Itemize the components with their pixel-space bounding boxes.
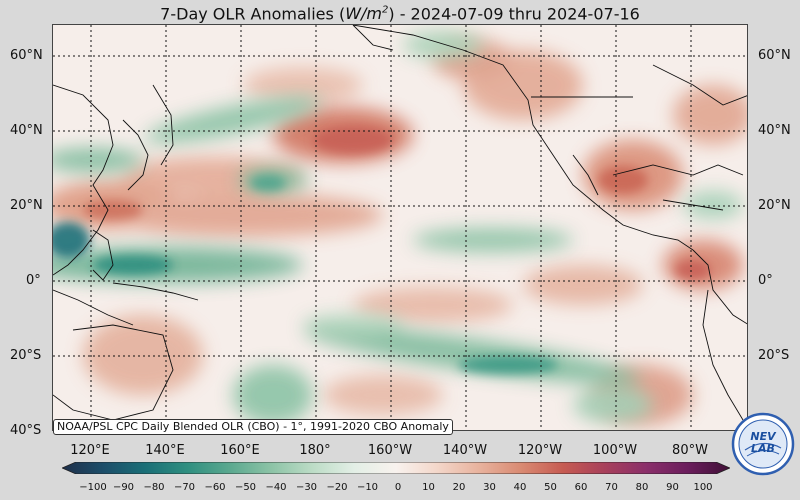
colorbar-tick-label: 30 <box>483 482 496 493</box>
colorbar-tick-label: 10 <box>422 482 435 493</box>
nev-lab-logo <box>731 412 795 476</box>
colorbar-tick-label: 90 <box>666 482 679 493</box>
colorbar-tick-label: 0 <box>394 482 402 493</box>
colorbar-tick-label: −70 <box>173 482 196 493</box>
map-svg <box>53 25 747 430</box>
lon-label: 160°W <box>367 443 413 458</box>
colorbar-tick-label: −100 <box>79 482 107 493</box>
lat-label-left: 20°N <box>10 198 43 213</box>
logo-text: NEV LAB <box>750 430 776 455</box>
lat-label-left: 60°N <box>10 48 43 63</box>
lat-label-left: 40°N <box>10 123 43 138</box>
strong-negative-anomaly-regions <box>53 175 558 374</box>
lat-label-left: 20°S <box>10 348 42 363</box>
colorbar-tick-label: −40 <box>265 482 287 493</box>
lon-label: 180° <box>299 443 331 458</box>
data-source-credit: NOAA/PSL CPC Daily Blended OLR (CBO) - 1… <box>53 419 453 435</box>
lat-label-left: 0° <box>26 273 41 288</box>
lat-label-right: 60°N <box>758 48 791 63</box>
lat-label-right: 0° <box>758 273 773 288</box>
colorbar-tick-label: 60 <box>574 482 588 493</box>
lat-label-right: 40°N <box>758 123 791 138</box>
lon-label: 140°E <box>145 443 185 458</box>
lon-label: 120°E <box>70 443 110 458</box>
lon-label: 100°W <box>592 443 638 458</box>
lon-label: 80°W <box>672 443 708 458</box>
colorbar-tick-label: −50 <box>234 482 257 493</box>
colorbar-body <box>62 462 730 474</box>
colorbar <box>62 462 730 474</box>
colorbar-tick-label: −30 <box>295 482 318 493</box>
colorbar-tick-label: 20 <box>452 482 466 493</box>
map-title: 7-Day OLR Anomalies (W/m2) - 2024-07-09 … <box>160 4 640 24</box>
title-unit: W/m2 <box>345 4 389 24</box>
graticule <box>53 25 747 430</box>
lon-label: 120°W <box>517 443 563 458</box>
colorbar-tick-label: 50 <box>544 482 557 493</box>
lon-label: 140°W <box>442 443 488 458</box>
colorbar-tick-label: −80 <box>143 482 165 493</box>
colorbar-tick-label: 40 <box>513 482 527 493</box>
lat-label-right: 20°S <box>758 348 790 363</box>
colorbar-tick-label: −90 <box>112 482 135 493</box>
olr-anomaly-map <box>52 24 748 431</box>
coastlines <box>53 25 747 421</box>
lat-label-left: 40°S <box>10 423 42 438</box>
colorbar-tick-label: 70 <box>605 482 618 493</box>
colorbar-tick-label: −60 <box>204 482 226 493</box>
lon-label: 160°E <box>220 443 260 458</box>
colorbar-tick-label: −20 <box>326 482 348 493</box>
strong-positive-anomaly-regions <box>83 126 711 280</box>
lat-label-right: 20°N <box>758 198 791 213</box>
positive-anomaly-regions <box>53 40 747 425</box>
colorbar-tick-label: 100 <box>693 482 713 493</box>
colorbar-tick-label: −10 <box>356 482 379 493</box>
colorbar-tick-label: 80 <box>635 482 649 493</box>
negative-anomaly-regions <box>53 31 743 425</box>
